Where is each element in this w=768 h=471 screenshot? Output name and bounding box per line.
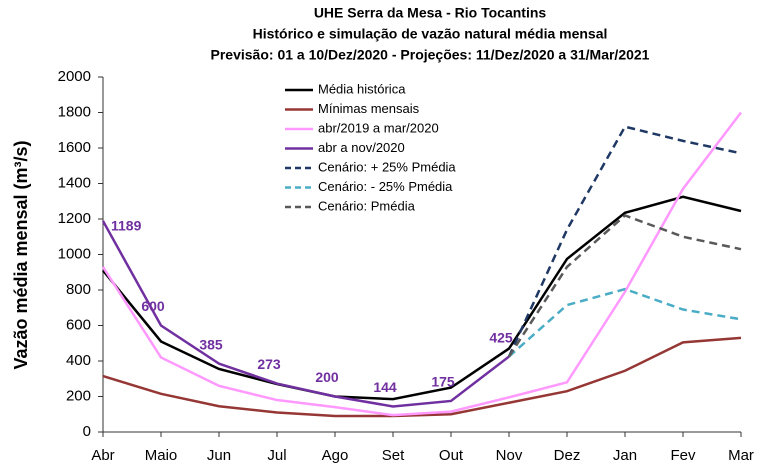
chart-subtitle: Previsão: 01 a 10/Dez/2020 - Projeções: … xyxy=(211,47,650,63)
x-tick-label: Set xyxy=(382,447,405,464)
chart-subtitle: Histórico e simulação de vazão natural m… xyxy=(253,26,608,42)
x-tick-label: Abr xyxy=(91,447,114,464)
legend-label: Cenário: - 25% Pmédia xyxy=(318,179,453,194)
data-label: 425 xyxy=(489,329,513,345)
x-tick-label: Nov xyxy=(496,447,523,464)
data-label: 1189 xyxy=(111,218,142,234)
y-tick-label: 600 xyxy=(66,316,91,333)
y-tick-label: 400 xyxy=(66,352,91,369)
data-label: 385 xyxy=(199,336,223,352)
series-line xyxy=(102,336,742,418)
legend-label: Cenário: Pmédia xyxy=(318,198,416,213)
y-tick-label: 1000 xyxy=(58,245,91,262)
x-tick-label: Maio xyxy=(145,447,178,464)
series-line xyxy=(508,287,742,358)
data-label: 600 xyxy=(141,298,165,314)
series-line xyxy=(101,111,742,417)
x-tick-label: Jan xyxy=(613,447,637,464)
x-tick-label: Mar xyxy=(728,447,754,464)
y-tick-label: 2000 xyxy=(58,68,91,85)
x-tick-label: Jul xyxy=(267,447,286,464)
legend-label: Cenário: + 25% Pmédia xyxy=(318,159,456,174)
y-tick-label: 1200 xyxy=(58,210,91,227)
x-tick-label: Dez xyxy=(554,447,581,464)
y-tick-label: 1800 xyxy=(58,103,91,120)
data-label: 200 xyxy=(315,369,339,385)
data-label: 273 xyxy=(257,356,281,372)
legend-label: abr a nov/2020 xyxy=(318,140,405,155)
x-tick-label: Jun xyxy=(207,447,231,464)
y-tick-label: 0 xyxy=(83,423,91,440)
legend-label: abr/2019 a mar/2020 xyxy=(318,120,439,135)
y-tick-label: 1600 xyxy=(58,139,91,156)
series-line xyxy=(101,220,510,408)
x-tick-label: Out xyxy=(439,447,464,464)
series-line xyxy=(507,125,742,358)
x-tick-label: Ago xyxy=(322,447,349,464)
x-tick-label: Fev xyxy=(670,447,696,464)
series-line xyxy=(507,214,742,358)
chart-title: UHE Serra da Mesa - Rio Tocantins xyxy=(314,5,547,21)
y-tick-label: 800 xyxy=(66,281,91,298)
y-axis-label: Vazão média mensal (m³/s) xyxy=(11,140,31,369)
legend-label: Média histórica xyxy=(318,81,406,96)
data-label: 144 xyxy=(373,379,397,395)
series-line xyxy=(102,195,742,401)
y-tick-label: 1400 xyxy=(58,174,91,191)
legend-label: Mínimas mensais xyxy=(318,101,420,116)
data-label: 175 xyxy=(431,374,455,390)
y-tick-label: 200 xyxy=(66,387,91,404)
